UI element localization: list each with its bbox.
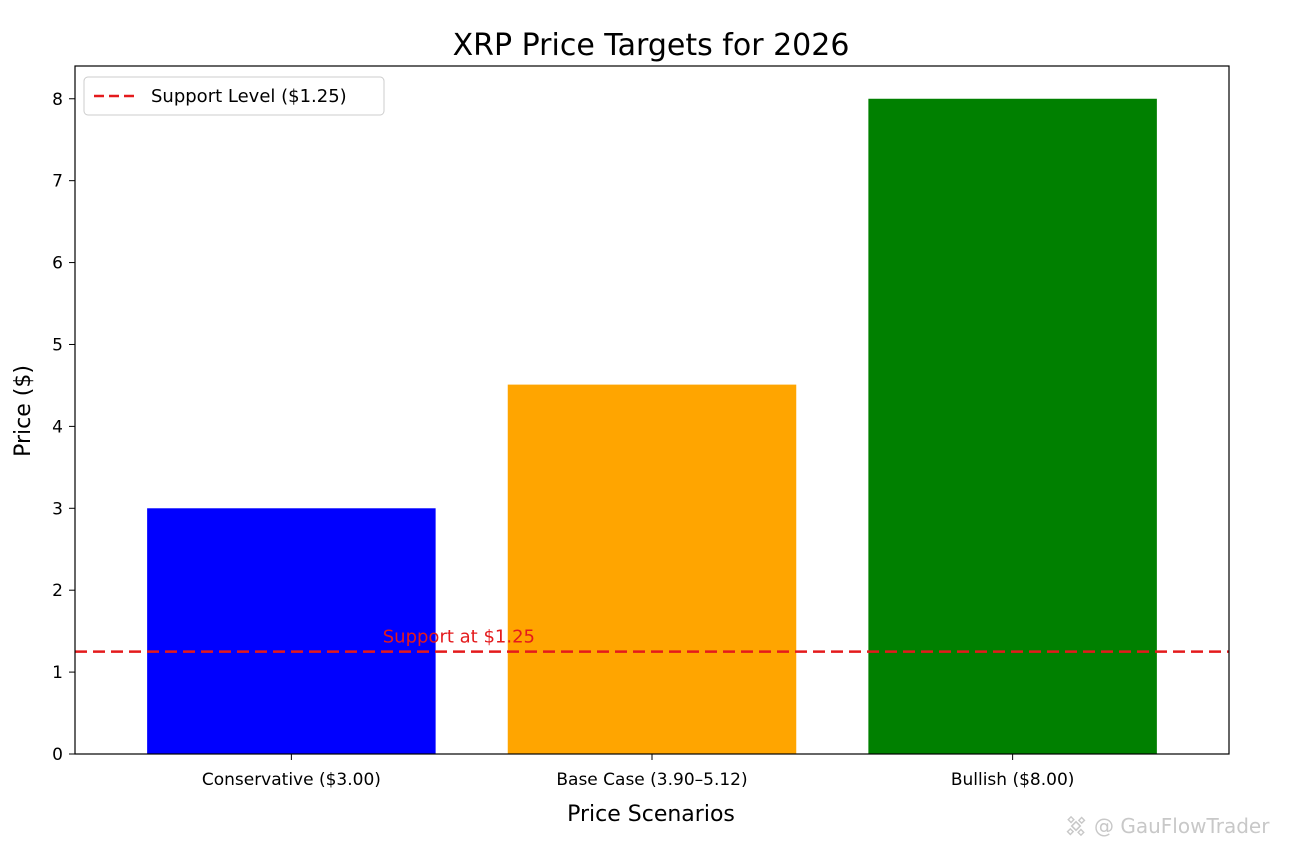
y-tick-label: 1 <box>52 663 63 683</box>
chart-title: XRP Price Targets for 2026 <box>453 28 850 63</box>
x-axis-ticks: Conservative ($3.00) Base Case (3.90–5.12… <box>202 754 1075 790</box>
legend: Support Level ($1.25) <box>83 76 385 116</box>
legend-box <box>83 76 385 116</box>
x-tick-label: Conservative ($3.00) <box>202 770 381 790</box>
plot-area-frame <box>74 65 1230 755</box>
y-tick-label: 5 <box>52 335 63 355</box>
y-axis-label: Price ($) <box>11 365 36 457</box>
bar-3 <box>868 98 1157 754</box>
binance-logo-icon <box>1066 815 1086 837</box>
legend-entry-support: Support Level ($1.25) <box>151 86 347 107</box>
x-tick-label: Bullish ($8.00) <box>951 770 1075 790</box>
y-tick-label: 6 <box>52 254 63 274</box>
bars-group <box>147 98 1157 754</box>
y-tick-label: 8 <box>52 90 63 110</box>
y-tick-label: 3 <box>52 499 63 519</box>
x-axis-label: Price Scenarios <box>567 802 735 827</box>
x-tick-label: Base Case (3.90–5.12) <box>556 770 747 790</box>
y-axis-ticks: 0 1 2 3 4 5 6 7 8 <box>52 90 75 765</box>
y-tick-label: 0 <box>52 745 63 765</box>
y-tick-label: 4 <box>52 417 63 437</box>
bar-2 <box>507 384 797 754</box>
y-tick-label: 7 <box>52 172 63 192</box>
bar-1 <box>147 508 436 754</box>
watermark-text: @ GauFlowTrader <box>1094 814 1270 838</box>
y-tick-label: 2 <box>52 581 63 601</box>
support-annotation: Support at $1.25 <box>383 627 535 648</box>
watermark: @ GauFlowTrader <box>1066 814 1270 838</box>
